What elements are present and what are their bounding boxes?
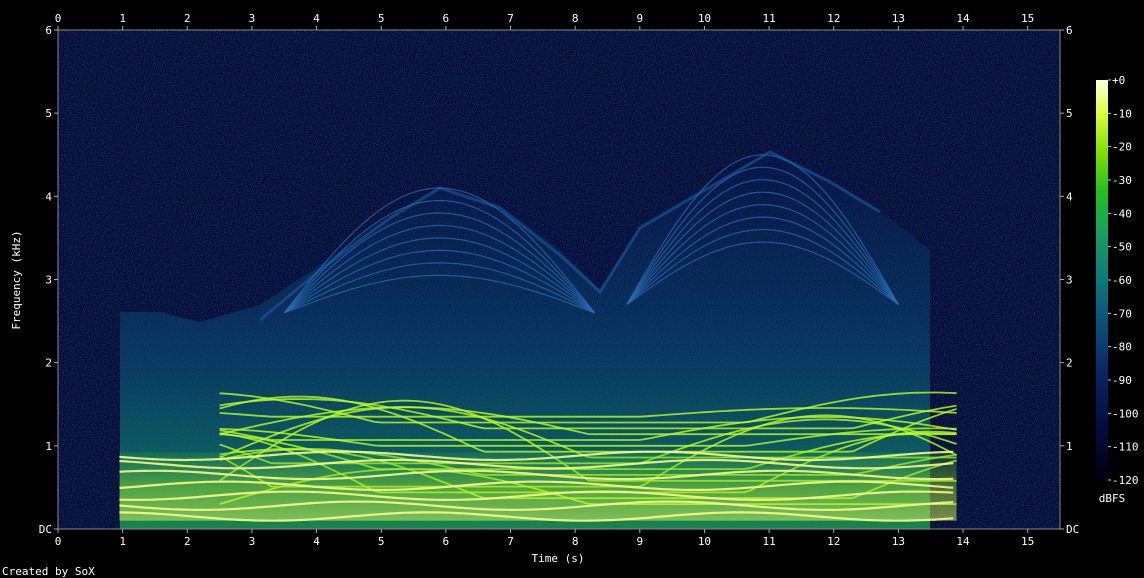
credit-text: Created by SoX [2,565,95,578]
x-tick-label-top: 7 [507,12,514,25]
y-tick-label: DC [39,523,52,536]
harmonic-curve [219,406,957,436]
colorbar-tick-label: -20 [1112,141,1132,154]
x-tick-label: 14 [956,535,970,548]
x-tick-label: 3 [249,535,256,548]
x-axis-ticks: 0011223344556677889910101111121213131414… [55,12,1035,548]
y-axis-ticks: DC DC 1 1 2 2 3 3 4 4 5 5 6 6 [39,24,1080,536]
x-tick-label-top: 5 [378,12,385,25]
x-tick-label: 0 [55,535,62,548]
upper-harmonic-arc [283,199,596,314]
upper-harmonic-arc [283,237,595,314]
colorbar-tick-label: -10 [1112,107,1132,120]
y-tick-label-right: 2 [1066,357,1073,370]
colorbar-tick-label: +0 [1112,74,1125,87]
x-tick-label-top: 11 [762,12,775,25]
x-tick-label: 9 [636,535,643,548]
y-tick-label: 2 [45,357,52,370]
y-tick-label: 6 [45,24,52,37]
colorbar-tick-label: -40 [1112,207,1132,220]
upper-harmonic-arc [284,262,595,314]
x-tick-label: 13 [892,535,905,548]
upper-harmonic-arc [626,241,899,305]
x-tick-label-top: 8 [572,12,579,25]
y-tick-label-right: 4 [1066,190,1073,203]
upper-harmonic-arc [626,154,899,305]
harmonic-curve [219,416,957,441]
y-tick-label: 3 [45,274,52,287]
colorbar-tick-label: -60 [1112,274,1132,287]
y-tick-label-right: 1 [1066,440,1073,453]
x-tick-label-top: 4 [313,12,320,25]
x-tick-label-top: 10 [698,12,711,25]
tonal-band [119,490,954,501]
colorbar-tick-label: -70 [1112,307,1132,320]
upper-harmonic-arc [626,191,899,305]
x-tick-label-top: 0 [55,12,62,25]
harmonic-curve [219,398,957,430]
colorbar-tick-label: -80 [1112,341,1132,354]
y-tick-label-right: 5 [1066,107,1073,120]
upper-harmonic-arc [283,212,596,314]
x-tick-label-top: 9 [636,12,643,25]
upper-harmonic-arc [626,228,899,305]
x-tick-label: 10 [698,535,711,548]
y-tick-label-right: 6 [1066,24,1073,37]
upper-harmonic-arc [283,187,596,314]
harmonic-curve [219,407,957,418]
tonal-band [119,450,954,462]
colorbar [1096,80,1108,480]
tonal-band [119,458,954,470]
x-tick-label-top: 3 [249,12,256,25]
colorbar-tick-label: -30 [1112,174,1132,187]
colorbar-tick-label: -90 [1112,374,1132,387]
x-tick-label: 4 [313,535,320,548]
x-tick-label: 2 [184,535,191,548]
y-tick-label: 5 [45,107,52,120]
x-tick-label: 8 [572,535,579,548]
x-tick-label: 15 [1021,535,1034,548]
upper-harmonic-arc [626,179,899,305]
colorbar-tick-label: -110 [1112,441,1139,454]
y-axis-label: Frequency (kHz) [10,230,23,329]
colorbar-tick-label: -120 [1112,474,1139,487]
x-tick-label: 1 [119,535,126,548]
tonal-band [119,511,954,522]
harmonic-curve [219,391,957,424]
x-tick-label-top: 12 [827,12,840,25]
upper-harmonic-arc [626,216,899,305]
x-axis-label: Time (s) [532,552,585,565]
upper-harmonic-arc [283,249,595,314]
x-tick-label-top: 14 [956,12,970,25]
upper-harmonic-arc [284,274,595,314]
x-tick-label-top: 2 [184,12,191,25]
colorbar-tick-label: -50 [1112,241,1132,254]
x-tick-label: 12 [827,535,840,548]
upper-harmonic-arc [626,166,899,305]
upper-harmonic-arc [283,224,595,314]
tonal-band [119,480,954,491]
x-tick-label-top: 6 [443,12,450,25]
y-tick-label: 4 [45,190,52,203]
tonal-bands [119,450,957,522]
colorbar-label: dBFS [1099,492,1126,505]
colorbar-tick-label: -100 [1112,407,1139,420]
x-tick-label: 6 [443,535,450,548]
y-tick-label: 1 [45,440,52,453]
x-tick-label: 11 [762,535,775,548]
tonal-band [119,469,954,481]
x-tick-label: 7 [507,535,514,548]
x-tick-label-top: 1 [119,12,126,25]
x-tick-label-top: 13 [892,12,905,25]
x-tick-label: 5 [378,535,385,548]
tonal-band [119,500,954,512]
colorbar-ticks: +0 -10 -20 -30 -40 -50 -60 -70 -80 -90 -100 -110 -12… [1108,74,1139,487]
y-tick-label-right: 3 [1066,274,1073,287]
energy-envelope-upper-glow [259,150,881,322]
upper-harmonic-arc [626,204,899,305]
x-tick-label-top: 15 [1021,12,1034,25]
y-tick-label-right: DC [1066,523,1079,536]
